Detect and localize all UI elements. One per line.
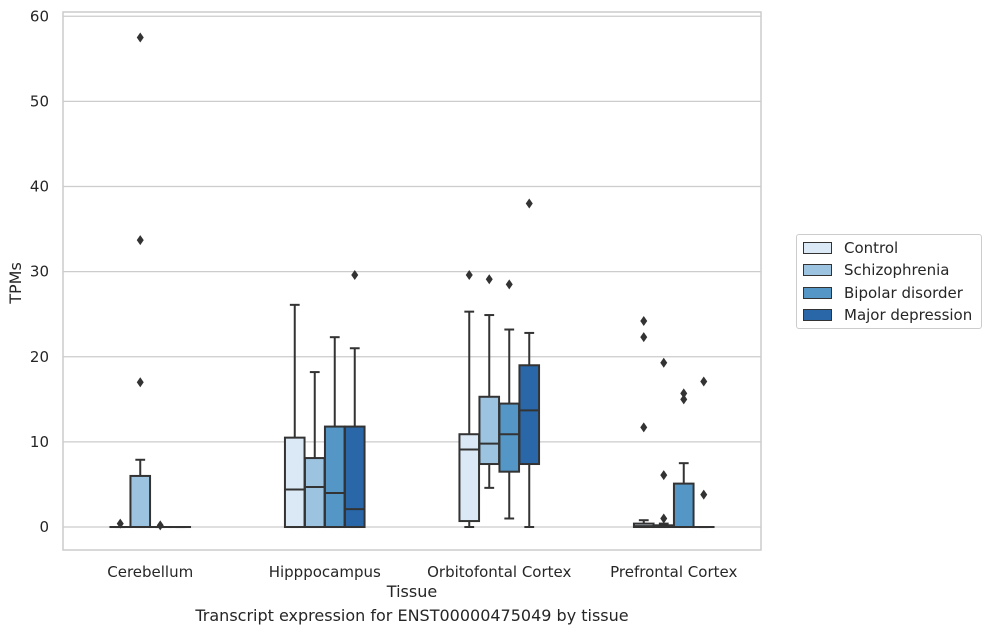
outlier-point-2: [660, 513, 668, 524]
legend-label-schizophrenia: Schizophrenia: [844, 261, 950, 279]
chart-title: Transcript expression for ENST0000047504…: [195, 606, 629, 625]
box-0-0: [109, 518, 132, 529]
x-tick-label-0: Cerebellum: [107, 563, 193, 581]
box-iqr: [672, 482, 695, 529]
outlier-point-0: [680, 388, 688, 399]
outlier-point-2: [136, 377, 144, 388]
outlier-point-1: [700, 489, 708, 500]
legend: Control Schizophrenia Bipolar disorder M…: [796, 234, 982, 329]
box-1-3: [652, 357, 675, 529]
outlier-point-0: [465, 270, 473, 281]
y-tick-label-30: 30: [30, 263, 49, 281]
legend-swatch-schizophrenia: [803, 264, 832, 276]
box-iqr: [498, 402, 521, 473]
box-0-2: [458, 270, 481, 529]
legend-item-schizophrenia: Schizophrenia: [803, 260, 949, 280]
outlier-point-0: [660, 357, 668, 368]
outlier-point-0: [700, 376, 708, 387]
outlier-point-0: [485, 274, 493, 285]
outlier-point-0: [525, 198, 533, 209]
outlier-point-0: [640, 316, 648, 327]
box-1-0: [129, 32, 152, 529]
box-0-1: [283, 303, 306, 529]
y-tick-label-50: 50: [30, 92, 49, 110]
box-1-1: [303, 371, 326, 529]
box-2-1: [323, 336, 346, 529]
outlier-point-0: [156, 520, 164, 531]
x-axis-title: Tissue: [386, 582, 437, 601]
outlier-point-0: [351, 270, 359, 281]
box-iqr: [303, 457, 326, 529]
outlier-point-1: [660, 470, 668, 481]
box-0-3: [632, 316, 655, 529]
x-tick-label-2: Orbitofontal Cortex: [427, 563, 571, 581]
y-axis-ticks: 0 10 20 30 40 50 60: [30, 7, 49, 536]
box-3-3: [692, 376, 715, 529]
y-tick-label-20: 20: [30, 348, 49, 366]
box-series: [109, 32, 715, 531]
box-2-3: [672, 388, 695, 529]
box-iqr: [478, 395, 501, 466]
legend-swatch-bipolar-disorder: [803, 287, 832, 299]
legend-item-control: Control: [803, 238, 898, 258]
x-tick-label-1: Hipppocampus: [269, 563, 381, 581]
box-2-2: [498, 279, 521, 520]
box-1-2: [478, 274, 501, 489]
outlier-point-1: [640, 332, 648, 343]
box-3-2: [518, 198, 541, 529]
outlier-point-1: [680, 394, 688, 405]
box-iqr: [323, 425, 346, 529]
box-iqr: [129, 474, 152, 529]
y-axis-title: TPMs: [6, 262, 25, 305]
gridlines: [63, 15, 761, 528]
box-3-1: [343, 270, 366, 529]
outlier-point-2: [640, 422, 648, 433]
y-tick-label-10: 10: [30, 433, 49, 451]
legend-label-control: Control: [844, 239, 899, 257]
outlier-point-1: [136, 235, 144, 246]
legend-item-major-depression: Major depression: [803, 305, 972, 325]
box-iqr: [343, 425, 366, 529]
outlier-point-0: [116, 518, 124, 529]
box-2-0: [149, 520, 172, 531]
legend-swatch-control: [803, 242, 832, 254]
legend-item-bipolar-disorder: Bipolar disorder: [803, 283, 963, 303]
outlier-point-0: [505, 279, 513, 290]
x-axis-ticks: Cerebellum Hipppocampus Orbitofontal Corte…: [107, 563, 737, 581]
y-tick-label-0: 0: [39, 518, 49, 536]
outlier-point-0: [136, 32, 144, 43]
y-tick-label-40: 40: [30, 178, 49, 196]
box-iqr: [283, 436, 306, 529]
x-tick-label-3: Prefrontal Cortex: [610, 563, 737, 581]
y-tick-label-60: 60: [30, 7, 49, 25]
box-iqr: [458, 433, 481, 523]
legend-swatch-major-depression: [803, 309, 832, 321]
box-iqr: [518, 364, 541, 466]
legend-label-bipolar-disorder: Bipolar disorder: [844, 284, 963, 302]
legend-label-major-depression: Major depression: [844, 306, 973, 324]
plot-area-frame: [62, 11, 762, 551]
